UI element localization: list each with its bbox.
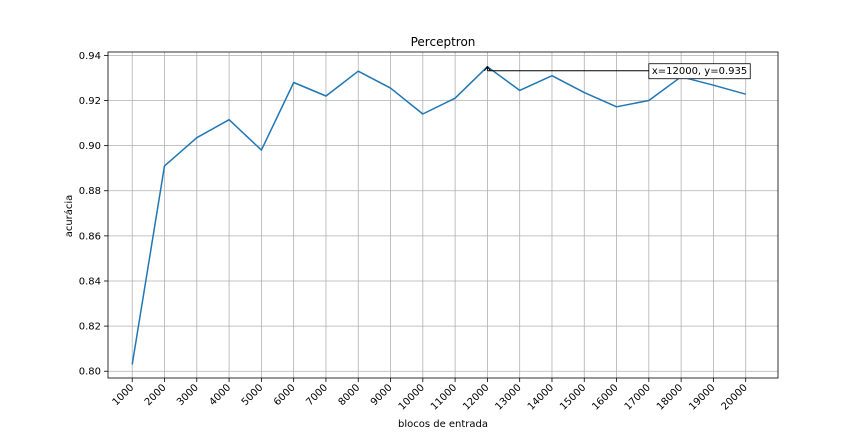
y-tick-label: 0.86 (79, 231, 101, 242)
x-tick-label: 12000 (461, 382, 491, 412)
annotation-box (648, 63, 751, 80)
chart-title: Perceptron (411, 35, 476, 49)
y-tick-label: 0.94 (79, 51, 101, 62)
x-tick-label: 13000 (494, 382, 524, 412)
x-tick-label: 4000 (207, 382, 233, 408)
x-tick-label: 19000 (687, 382, 717, 412)
y-tick-label: 0.90 (79, 141, 101, 152)
annotation: x=12000, y=0.935 (483, 63, 751, 80)
x-tick-label: 1000 (111, 382, 137, 408)
grid (108, 52, 778, 378)
y-tick-label: 0.82 (79, 322, 101, 333)
x-axis-label: blocos de entrada (398, 419, 488, 430)
annotation-label: x=12000, y=0.935 (652, 66, 747, 77)
x-tick-label: 18000 (655, 382, 685, 412)
y-axis-label: acurácia (63, 195, 75, 238)
x-tick-label: 6000 (272, 382, 298, 408)
x-tick-label: 2000 (143, 382, 169, 408)
x-tick-label: 15000 (558, 382, 588, 412)
y-tick-label: 0.80 (79, 367, 101, 378)
annotation-arrowhead (483, 65, 491, 71)
plot-frame (107, 51, 779, 379)
y-tick-label: 0.84 (79, 276, 101, 287)
x-tick-label: 9000 (369, 382, 395, 408)
x-tick-label: 20000 (720, 382, 750, 412)
x-tick-label: 5000 (240, 382, 266, 408)
x-tick-label: 11000 (429, 382, 459, 412)
x-tick-label: 17000 (623, 382, 653, 412)
x-tick-label: 8000 (337, 382, 363, 408)
x-tick-label: 10000 (397, 382, 427, 412)
x-tick-label: 7000 (304, 382, 330, 408)
y-tick-label: 0.92 (79, 96, 101, 107)
y-tick-label: 0.88 (79, 186, 101, 197)
x-tick-label: 16000 (590, 382, 620, 412)
x-tick-label: 14000 (526, 382, 556, 412)
x-tick-label: 3000 (175, 382, 201, 408)
series-line (131, 65, 746, 365)
